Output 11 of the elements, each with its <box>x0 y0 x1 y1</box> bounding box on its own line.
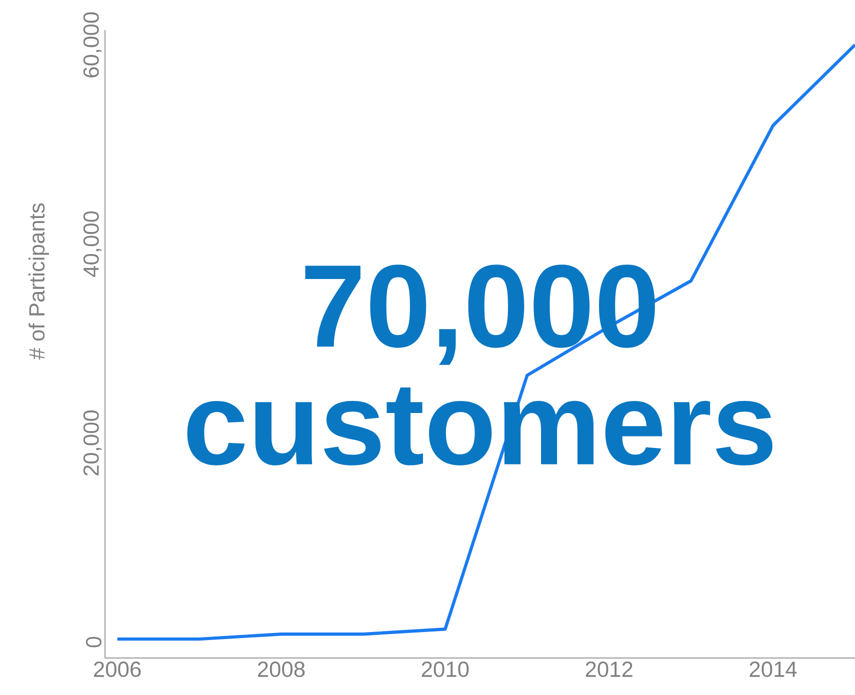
line-series <box>116 43 855 641</box>
x-tick-label: 2008 <box>258 662 305 678</box>
y-tick-label: 60,000 <box>83 12 102 78</box>
y-tick-label: 20,000 <box>83 410 102 476</box>
x-tick-label: 2012 <box>586 662 632 678</box>
x-tick-label: 2010 <box>422 662 469 678</box>
x-tick-label: 2006 <box>94 662 141 678</box>
y-tick-label: 40,000 <box>83 211 102 277</box>
x-tick-label: 2014 <box>750 662 797 678</box>
y-tick-label: 0 <box>86 636 102 648</box>
y-axis-title: # of Participants <box>28 203 49 360</box>
